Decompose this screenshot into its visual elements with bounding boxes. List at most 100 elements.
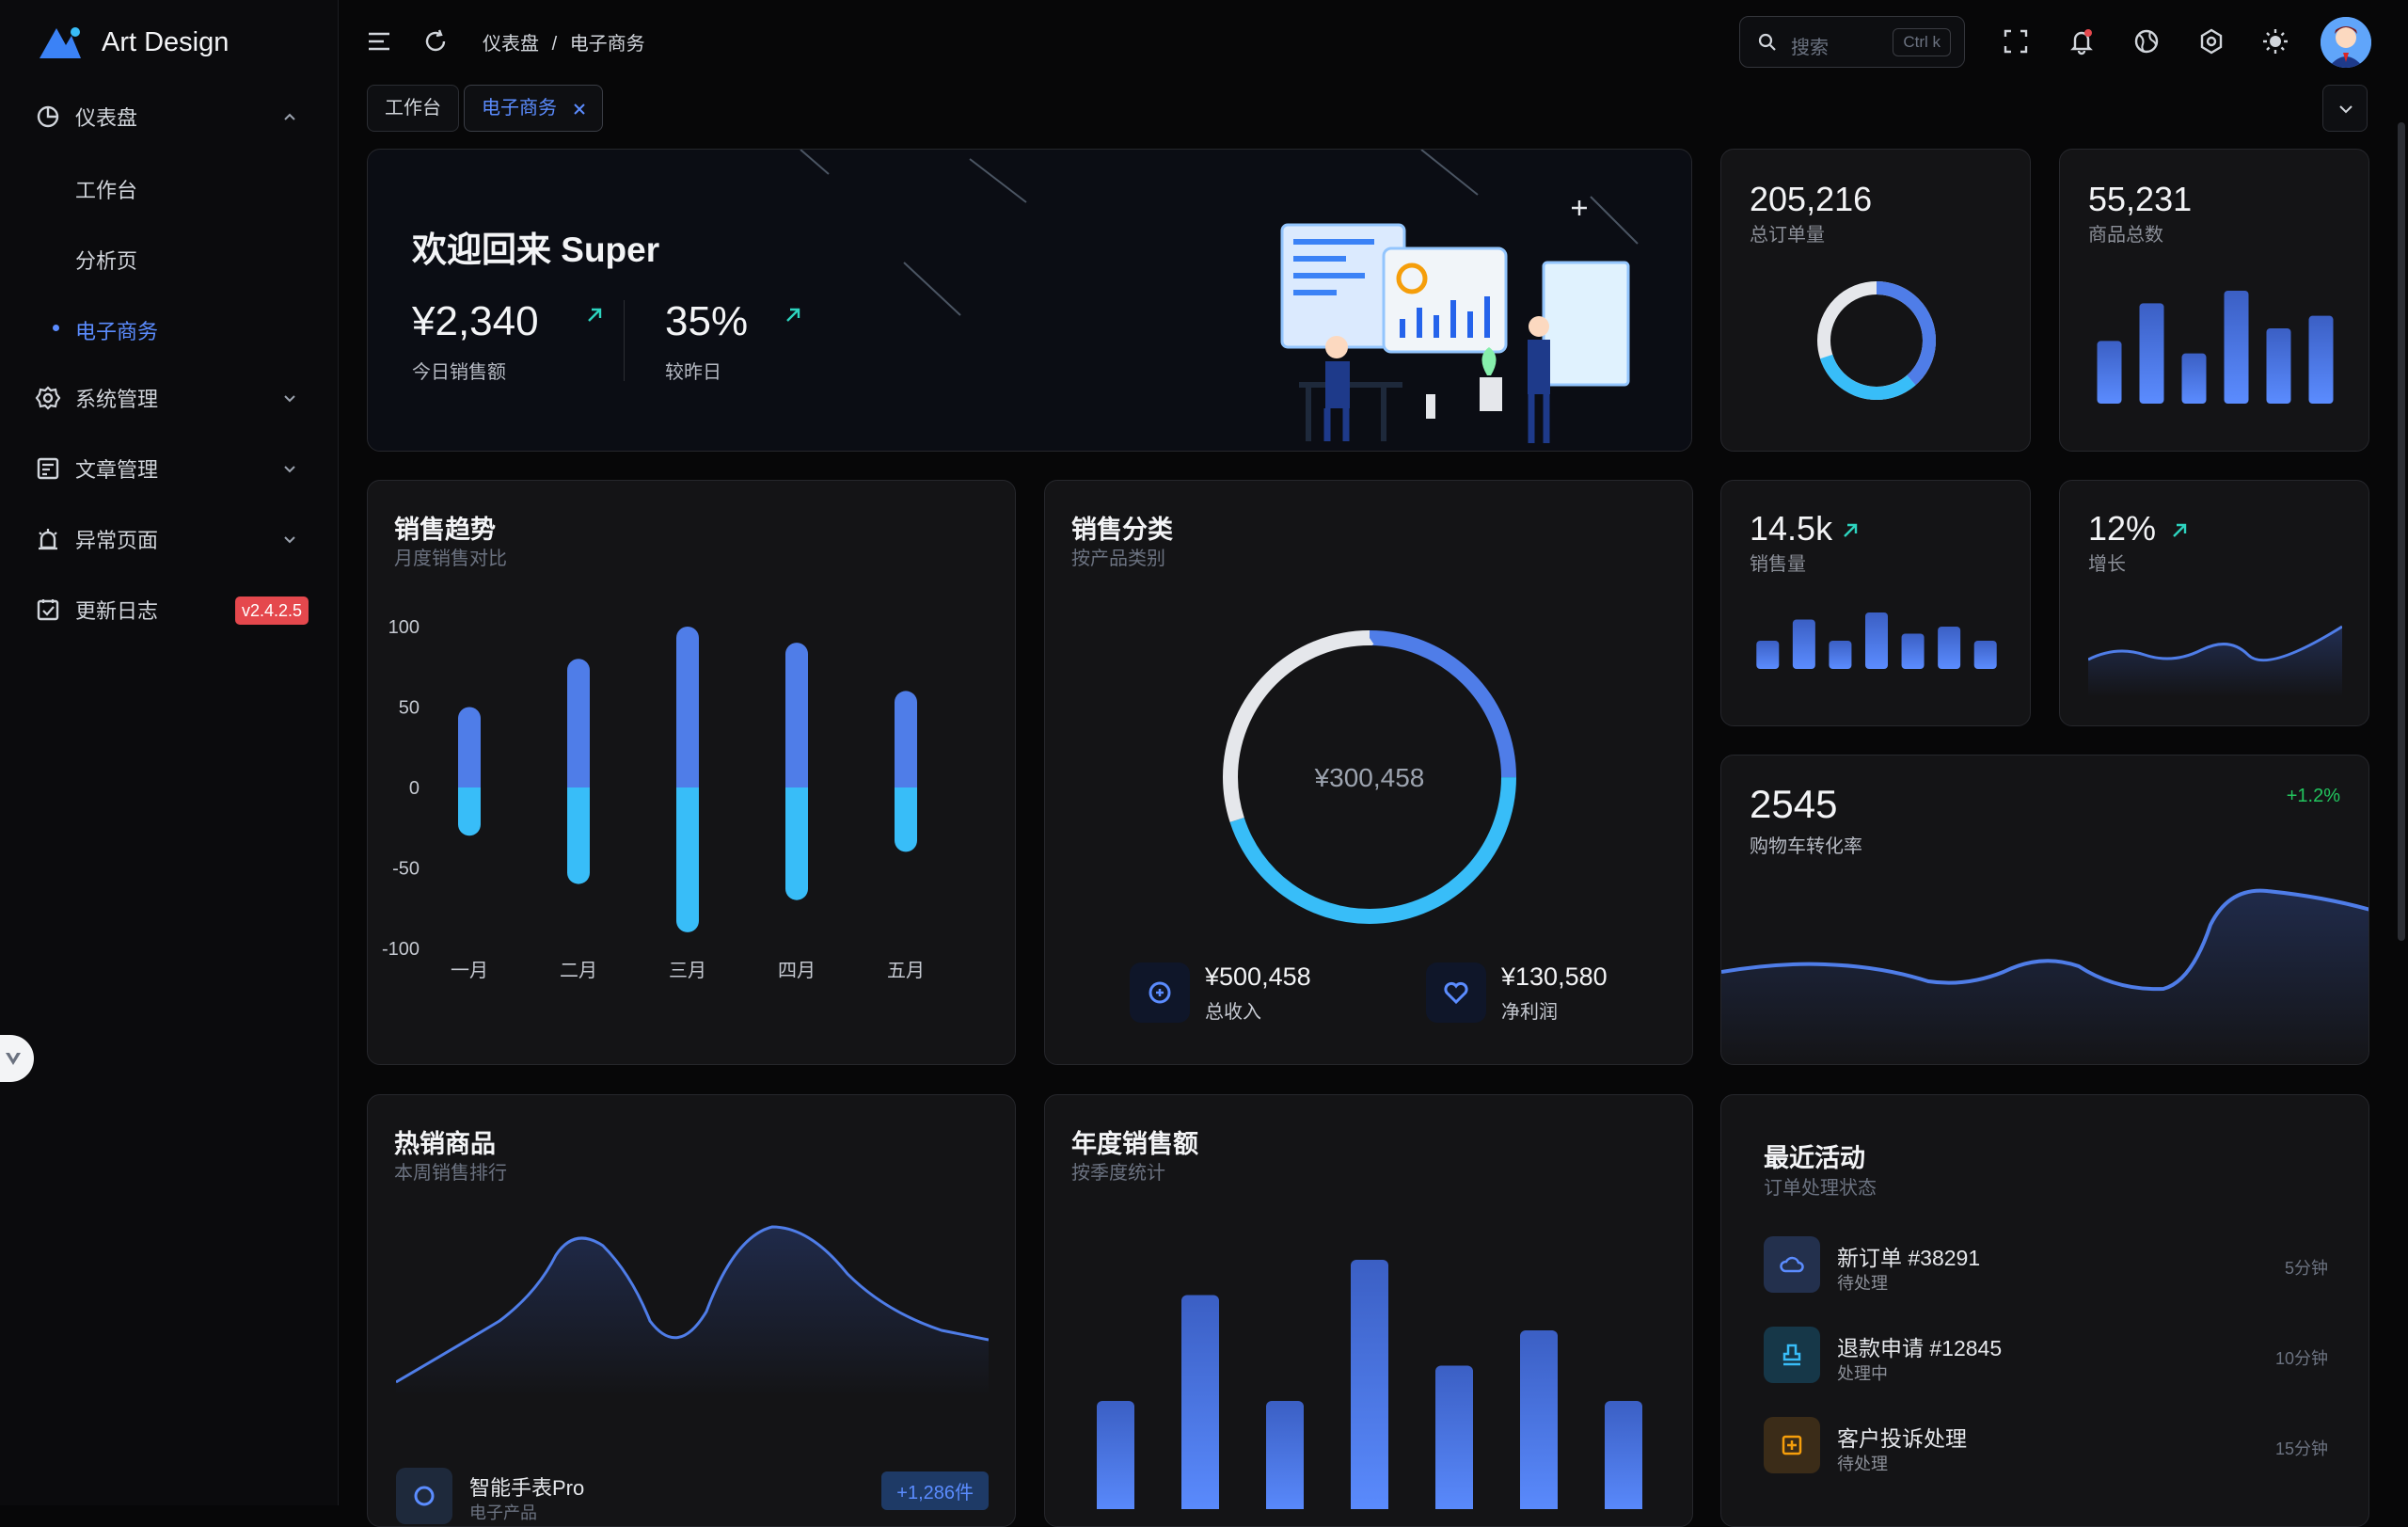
recent-activity-card: 最近活动 订单处理状态 新订单 #38291 待处理 5分钟 退款申请 #128…	[1720, 1094, 2369, 1527]
chevron-down-icon	[284, 395, 295, 403]
globe-icon[interactable]	[2131, 26, 2162, 56]
bar	[1829, 641, 1852, 669]
bar	[1097, 1401, 1134, 1509]
annual-sales-card: 年度销售额 按季度统计	[1044, 1094, 1693, 1527]
y-tick-label: -100	[382, 939, 420, 960]
growth-stat-label: 增长	[2088, 554, 2126, 575]
main-area: 仪表盘 / 电子商务 搜索 Ctrl k 工作台 电子商务	[340, 0, 2408, 1527]
bar	[1973, 641, 1997, 669]
search-placeholder: 搜索	[1791, 38, 1829, 58]
x-tick-label: 三月	[669, 961, 706, 981]
sidebar-item-label: 异常页面	[75, 529, 159, 552]
collapse-handle[interactable]	[0, 1035, 34, 1082]
y-tick-label: 0	[409, 778, 420, 799]
fullscreen-icon[interactable]	[2001, 26, 2031, 56]
tab-label: 电子商务	[482, 98, 557, 119]
activity-item[interactable]: 客户投诉处理 待处理 15分钟	[1764, 1417, 2328, 1477]
bar	[1605, 1401, 1642, 1509]
complaint-icon	[1782, 1435, 1802, 1455]
income-value: ¥500,458	[1205, 962, 1311, 991]
active-dot	[53, 325, 59, 331]
activity-item-title: 客户投诉处理	[1837, 1426, 1967, 1451]
today-sales-label: 今日销售额	[412, 362, 506, 383]
arrow-up-right-icon	[588, 308, 602, 322]
growth-stat-value: 12%	[2088, 509, 2157, 548]
bar	[2308, 315, 2334, 404]
sales-trend-title: 销售趋势	[394, 516, 496, 544]
annual-sales-title: 年度销售额	[1071, 1130, 1198, 1158]
activity-icon-box	[1764, 1327, 1820, 1383]
cart-change: +1.2%	[2286, 786, 2340, 806]
cart-conversion-card: 2545 购物车转化率 +1.2%	[1720, 755, 2369, 1065]
y-tick-label: 100	[388, 617, 420, 638]
profit-label: 净利润	[1501, 1002, 1558, 1023]
x-tick-label: 五月	[887, 961, 925, 981]
bar	[1865, 612, 1888, 669]
profit-icon-box	[1426, 962, 1486, 1023]
activity-subtitle: 订单处理状态	[1764, 1178, 1877, 1199]
income-icon	[1149, 981, 1171, 1004]
sidebar-item-exceptions[interactable]: 异常页面	[0, 511, 339, 567]
x-tick-label: 一月	[451, 961, 488, 981]
hot-product-row[interactable]: 智能手表Pro 电子产品 +1,286件	[396, 1468, 989, 1524]
sales-trend-subtitle: 月度销售对比	[394, 549, 507, 569]
heart-icon	[1444, 981, 1468, 1005]
close-icon[interactable]	[572, 102, 587, 117]
arrow-up-right-icon	[786, 308, 800, 322]
sidebar-item-dashboard[interactable]: 仪表盘	[0, 88, 339, 145]
income-label: 总收入	[1205, 1002, 1261, 1023]
sidebar-subitem-analysis[interactable]: 分析页	[75, 249, 138, 273]
products-value: 55,231	[2088, 180, 2193, 218]
watch-icon	[414, 1486, 435, 1506]
sales-category-subtitle: 按产品类别	[1071, 549, 1165, 569]
sidebar-subitem-workbench[interactable]: 工作台	[75, 179, 138, 202]
topbar: 仪表盘 / 电子商务 搜索 Ctrl k	[340, 0, 2408, 83]
bar-positive	[895, 691, 917, 799]
sales-category-card: 销售分类 按产品类别 ¥300,458 ¥500,458 总收入 ¥130,58…	[1044, 480, 1693, 1065]
bar-joint	[458, 787, 481, 801]
divider	[624, 300, 625, 381]
cloud-icon	[1780, 1256, 1804, 1273]
bar	[1351, 1260, 1388, 1509]
sidebar-subitem-ecommerce[interactable]: 电子商务	[75, 320, 159, 343]
chevron-down-icon	[284, 466, 295, 473]
arrow-up-right-icon	[2173, 523, 2187, 537]
tabs-dropdown-button[interactable]	[2322, 85, 2368, 132]
activity-item-time: 5分钟	[2284, 1259, 2328, 1278]
activity-item-time: 10分钟	[2274, 1349, 2328, 1368]
breadcrumb-item[interactable]: 仪表盘	[483, 34, 539, 55]
activity-item-status: 待处理	[1837, 1274, 1888, 1293]
activity-item[interactable]: 退款申请 #12845 处理中 10分钟	[1764, 1327, 2328, 1387]
sales-trend-card: 销售趋势 月度销售对比 100 50 0 -50 -100 一月 二月 三月 四月 五月	[367, 480, 1016, 1065]
sidebar-item-changelog[interactable]: 更新日志	[0, 581, 339, 638]
settings-icon[interactable]	[2196, 26, 2226, 56]
search-box[interactable]: 搜索 Ctrl k	[1739, 16, 1965, 68]
ring-segment	[1817, 281, 1936, 400]
bell-icon[interactable]	[2067, 26, 2097, 56]
sales-category-title: 销售分类	[1071, 516, 1173, 544]
bar-joint	[895, 787, 917, 801]
dashboard-icon	[37, 105, 59, 128]
stamp-icon	[1782, 1344, 1801, 1366]
tab-workbench[interactable]: 工作台	[367, 85, 459, 132]
orders-value: 205,216	[1750, 180, 1873, 218]
sun-icon[interactable]	[2260, 26, 2290, 56]
menu-toggle-icon[interactable]	[364, 26, 394, 56]
growth-value: 35%	[665, 298, 749, 344]
donut-center-value: ¥300,458	[1314, 763, 1425, 792]
scrollbar[interactable]	[2398, 122, 2405, 941]
chevron-down-icon	[2339, 105, 2353, 114]
tab-ecommerce[interactable]: 电子商务	[464, 85, 603, 132]
welcome-title: 欢迎回来 Super	[412, 231, 660, 269]
avatar[interactable]	[2321, 17, 2371, 68]
app-logo[interactable]: Art Design	[38, 21, 229, 64]
refresh-icon[interactable]	[420, 26, 451, 56]
sidebar-item-articles[interactable]: 文章管理	[0, 440, 339, 497]
activity-icon-box	[1764, 1236, 1820, 1293]
activity-item[interactable]: 新订单 #38291 待处理 5分钟	[1764, 1236, 2328, 1296]
sales-trend-chart: 100 50 0 -50 -100 一月 二月 三月 四月 五月	[382, 617, 925, 981]
meteor-decoration	[800, 150, 1639, 316]
sidebar-item-system[interactable]: 系统管理	[0, 370, 339, 426]
tab-label: 工作台	[385, 98, 441, 119]
breadcrumb-separator: /	[551, 34, 558, 55]
